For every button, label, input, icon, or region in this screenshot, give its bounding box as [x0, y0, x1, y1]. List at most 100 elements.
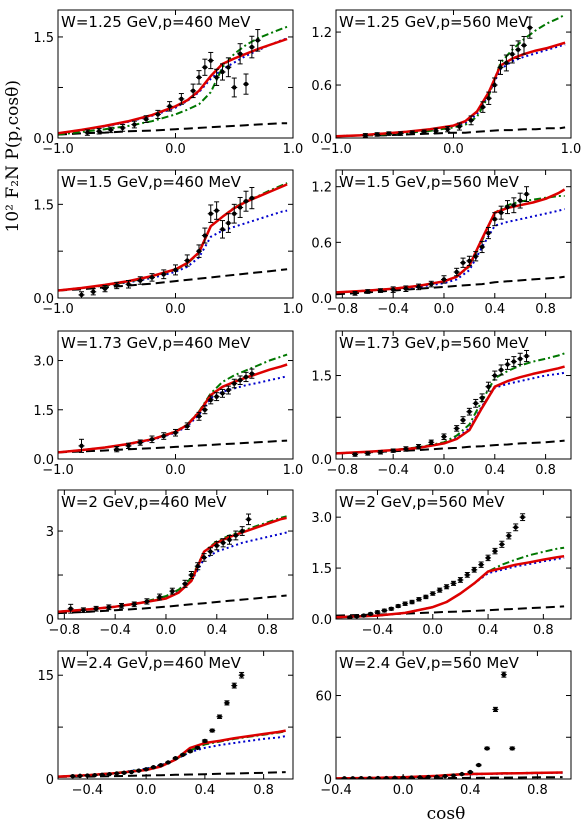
data-point — [173, 756, 178, 761]
x-tick-label: −0.8 — [327, 302, 359, 317]
dashdot-curve — [58, 25, 288, 136]
data-point — [232, 211, 237, 216]
x-tick-label: 0.8 — [535, 302, 556, 317]
y-tick-label: 0.0 — [311, 453, 332, 468]
x-tick-label: −0.8 — [327, 463, 359, 478]
data-points — [352, 349, 530, 457]
y-tick-label: 1.2 — [311, 26, 332, 41]
data-point — [398, 131, 403, 136]
x-tick-label: 1.0 — [561, 142, 581, 157]
chart-panel: −0.8 −0.4 0.0 0.4 0.8 0.0 1.5 W=1.73 GeV,p=560 … — [311, 330, 572, 478]
panel-label: W=1.73 GeV,p=560 MeV — [339, 334, 529, 352]
data-point — [527, 25, 533, 30]
data-point — [524, 353, 529, 359]
panel-label: W=2 GeV,p=460 MeV — [61, 493, 227, 511]
x-tick-label: 0.8 — [527, 783, 548, 798]
data-point — [114, 771, 119, 776]
data-point — [232, 683, 237, 688]
data-point — [421, 129, 427, 135]
data-points — [78, 186, 255, 298]
plot-frame — [335, 9, 572, 139]
data-point — [202, 738, 208, 744]
data-point — [132, 602, 137, 607]
plot-frame — [335, 650, 572, 780]
data-point — [396, 603, 401, 609]
data-point — [196, 248, 202, 254]
data-point — [409, 599, 415, 605]
dashdot-curve — [58, 515, 287, 613]
x-tick-label: −0.4 — [377, 463, 409, 478]
data-point — [185, 423, 190, 429]
data-point — [492, 373, 497, 378]
data-point — [486, 230, 491, 236]
data-point — [520, 514, 525, 520]
data-point — [429, 440, 434, 445]
data-point — [202, 407, 208, 412]
data-point — [182, 581, 188, 587]
data-point — [138, 440, 143, 445]
data-point — [132, 122, 137, 127]
data-point — [492, 216, 497, 222]
chart-panel: −1.0 0.0 1.00.01.53.0W=1.73 GeV,p=460 MeV — [33, 330, 304, 478]
data-point — [454, 269, 459, 275]
data-point — [226, 65, 231, 70]
data-point — [433, 128, 439, 134]
y-tick-label: 0.6 — [311, 236, 332, 251]
solid-curve — [336, 365, 565, 455]
x-tick-label: 0.4 — [478, 623, 499, 638]
y-tick-label: 0 — [46, 613, 54, 628]
curves — [58, 515, 287, 615]
chart-panel: −0.4 0.0 0.4 0.8 0.0 1.5 3.0 W=2 GeV,p=560 MeV — [311, 489, 572, 638]
data-point — [249, 44, 255, 50]
data-point — [374, 132, 380, 137]
x-tick-label: −1.0 — [42, 463, 74, 478]
data-point — [468, 118, 474, 123]
data-point — [454, 426, 459, 431]
data-point — [510, 746, 515, 751]
data-point — [457, 124, 462, 129]
dashdot-curve — [336, 546, 565, 619]
x-tick-label: 1.0 — [283, 463, 304, 478]
data-point — [390, 287, 396, 292]
data-point — [361, 613, 366, 618]
solid-curve — [336, 41, 566, 138]
y-tick-label: 1.5 — [311, 370, 332, 385]
data-point — [108, 127, 114, 133]
y-tick-label: 1.5 — [33, 404, 54, 419]
x-tick-label: 0.0 — [393, 783, 414, 798]
data-point — [96, 129, 102, 134]
y-tick-label: 3.0 — [311, 511, 332, 526]
data-point — [347, 615, 353, 619]
data-point — [120, 125, 125, 131]
curves — [336, 352, 565, 455]
data-point — [441, 434, 447, 439]
dotted-curve — [58, 375, 288, 454]
dotted-curve — [58, 531, 287, 613]
dashdot-curve — [336, 13, 566, 138]
data-point — [85, 773, 90, 778]
dashed-curve — [58, 122, 288, 136]
data-point — [114, 446, 119, 452]
data-point — [506, 533, 511, 539]
data-point — [426, 774, 431, 779]
x-tick-label: 0.0 — [165, 463, 186, 478]
x-tick-label: −0.4 — [362, 623, 394, 638]
dashed-curve — [336, 275, 565, 296]
data-point — [342, 776, 347, 779]
y-tick-label: 1.5 — [311, 562, 332, 577]
data-point — [144, 599, 150, 604]
data-points — [346, 513, 526, 619]
data-point — [239, 673, 244, 678]
y-tick-label: 60 — [315, 690, 332, 705]
data-point — [202, 65, 208, 70]
data-point — [493, 707, 498, 712]
data-point — [403, 446, 409, 452]
data-points — [352, 186, 530, 296]
solid-curve — [58, 516, 287, 613]
data-point — [375, 775, 381, 779]
dotted-curve — [336, 43, 566, 138]
y-tick-label: 0.6 — [311, 79, 332, 94]
x-tick-label: 0.8 — [535, 463, 556, 478]
solid-curve — [58, 729, 286, 778]
